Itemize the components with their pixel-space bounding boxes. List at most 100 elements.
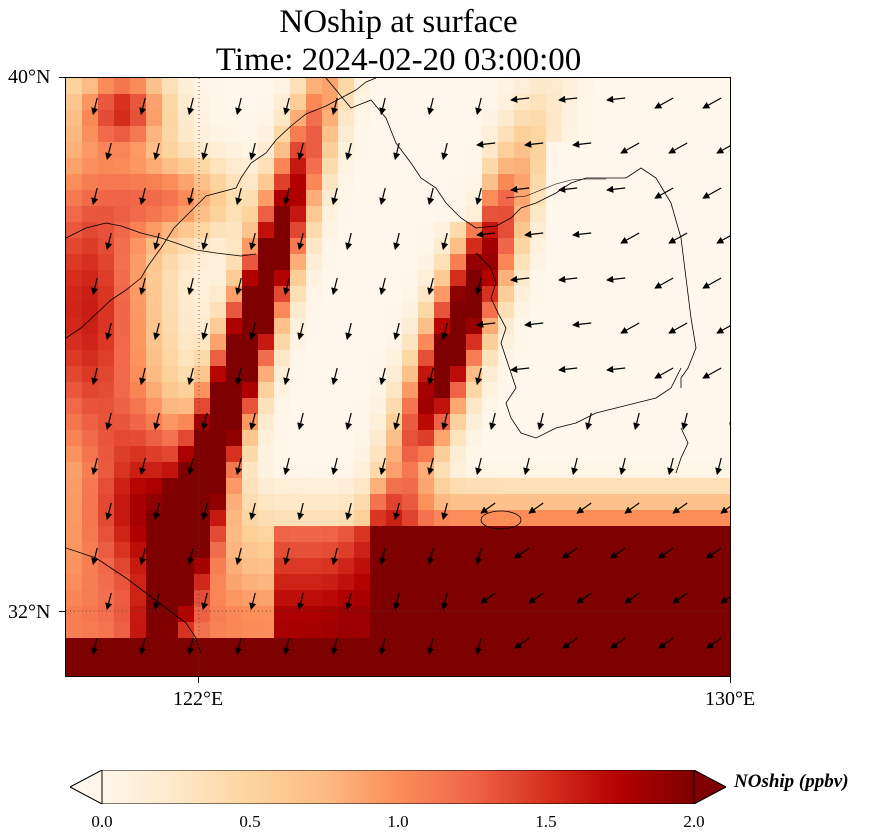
wind-arrow: [558, 95, 578, 103]
field-cell: [178, 414, 195, 431]
field-cell: [722, 494, 730, 511]
field-cell: [466, 622, 483, 639]
field-cell: [130, 270, 147, 287]
field-cell: [434, 286, 451, 303]
wind-arrow: [524, 320, 544, 328]
field-cell: [194, 494, 211, 511]
field-cell: [402, 590, 419, 607]
field-cell: [546, 158, 563, 175]
field-cell: [258, 78, 275, 95]
field-cell: [722, 238, 730, 255]
field-cell: [562, 574, 579, 591]
wind-arrow: [91, 547, 99, 566]
wind-arrow: [187, 547, 195, 566]
field-cell: [546, 398, 563, 415]
field-cell: [386, 94, 403, 111]
field-cell: [418, 574, 435, 591]
field-cell: [546, 222, 563, 239]
field-cell: [306, 622, 323, 639]
field-cell: [434, 558, 451, 575]
field-cell: [658, 142, 675, 159]
field-cell: [242, 510, 259, 527]
coastline-yangtze: [66, 547, 202, 654]
field-cell: [162, 158, 179, 175]
field-cell: [178, 542, 195, 559]
field-cell: [130, 110, 147, 127]
field-cell: [226, 510, 243, 527]
field-cell: [146, 478, 163, 495]
field-cell: [722, 206, 730, 223]
field-cell: [642, 414, 659, 431]
field-cell: [194, 190, 211, 207]
field-cell: [482, 622, 499, 639]
field-cell: [658, 398, 675, 415]
field-cell: [594, 302, 611, 319]
field-cell: [82, 414, 99, 431]
field-cell: [354, 638, 371, 655]
field-cell: [722, 622, 730, 639]
field-cell: [418, 286, 435, 303]
field-cell: [546, 318, 563, 335]
field-cell: [194, 158, 211, 175]
field-cell: [658, 558, 675, 575]
field-cell: [290, 142, 307, 159]
field-cell: [594, 94, 611, 111]
field-cell: [354, 414, 371, 431]
field-cell: [338, 430, 355, 447]
field-cell: [578, 462, 595, 479]
field-cell: [674, 142, 691, 159]
field-cell: [690, 142, 707, 159]
wind-arrow: [606, 275, 626, 283]
field-cell: [450, 94, 467, 111]
field-cell: [162, 334, 179, 351]
field-cell: [434, 526, 451, 543]
wind-arrow: [105, 592, 113, 611]
field-cell: [98, 142, 115, 159]
field-cell: [722, 414, 730, 431]
field-cell: [370, 334, 387, 351]
wind-arrow: [524, 140, 544, 148]
field-cell: [290, 446, 307, 463]
field-cell: [530, 222, 547, 239]
wind-arrow: [562, 547, 578, 559]
field-cell: [546, 574, 563, 591]
field-cell: [498, 158, 515, 175]
field-cell: [722, 558, 730, 575]
field-cell: [66, 542, 83, 559]
field-cell: [546, 462, 563, 479]
field-cell: [274, 350, 291, 367]
field-cell: [546, 478, 563, 495]
field-cell: [338, 638, 355, 655]
field-cell: [434, 110, 451, 127]
field-cell: [482, 190, 499, 207]
field-cell: [562, 478, 579, 495]
field-cell: [594, 542, 611, 559]
field-cell: [258, 270, 275, 287]
field-cell: [114, 446, 131, 463]
field-cell: [242, 622, 259, 639]
field-cell: [546, 206, 563, 223]
field-cell: [322, 286, 339, 303]
field-cell: [146, 542, 163, 559]
field-cell: [498, 478, 515, 495]
field-cell: [306, 606, 323, 623]
field-cell: [402, 302, 419, 319]
field-cell: [210, 174, 227, 191]
field-cell: [450, 606, 467, 623]
field-cell: [274, 430, 291, 447]
field-cell: [690, 110, 707, 127]
field-cell: [418, 270, 435, 287]
field-cell: [146, 238, 163, 255]
field-cell: [402, 190, 419, 207]
wind-arrow: [235, 637, 243, 656]
field-cell: [194, 78, 211, 95]
field-cell: [82, 558, 99, 575]
field-cell: [578, 286, 595, 303]
field-cell: [498, 494, 515, 511]
field-cell: [146, 110, 163, 127]
field-cell: [338, 558, 355, 575]
wind-arrow: [139, 187, 147, 206]
field-cell: [482, 126, 499, 143]
field-cell: [322, 222, 339, 239]
field-cell: [178, 126, 195, 143]
